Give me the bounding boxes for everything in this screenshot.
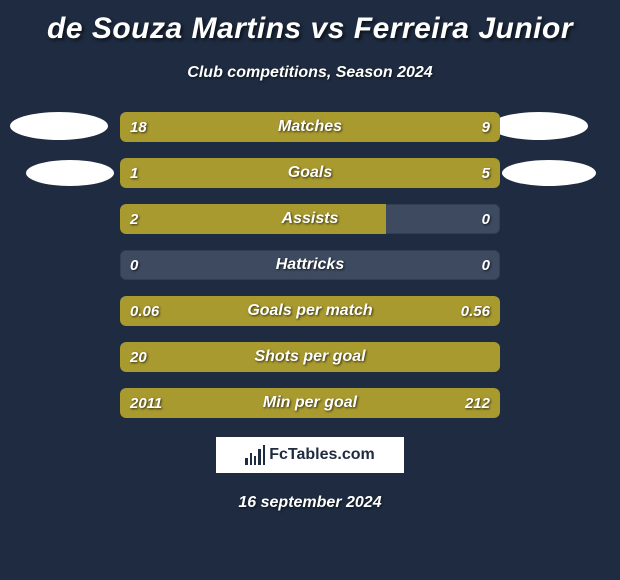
stat-value-right: 0 <box>482 250 490 280</box>
team-ellipse-3 <box>502 160 596 186</box>
stat-bar-right <box>373 112 500 142</box>
generation-date: 16 september 2024 <box>0 494 620 512</box>
stat-bar-left <box>120 388 464 418</box>
team-ellipse-0 <box>10 112 108 140</box>
stat-bar-track: 20Assists <box>120 204 500 234</box>
stat-bar-left <box>120 112 373 142</box>
stat-row: 2011212Min per goal <box>0 388 620 418</box>
stat-value-right: 0 <box>482 204 490 234</box>
bar-chart-icon <box>245 445 265 465</box>
stat-bar-track: 20Shots per goal <box>120 342 500 372</box>
stat-bar-track: 2011212Min per goal <box>120 388 500 418</box>
stat-row: 20Shots per goal <box>0 342 620 372</box>
fctables-logo: FcTables.com <box>215 436 405 474</box>
stat-bar-track: 0.060.56Goals per match <box>120 296 500 326</box>
comparison-subtitle: Club competitions, Season 2024 <box>0 64 620 82</box>
stat-label: Hattricks <box>120 250 500 280</box>
logo-text: FcTables.com <box>269 446 375 464</box>
stat-bar-left <box>120 342 500 372</box>
stat-row: 20Assists <box>0 204 620 234</box>
stat-bar-right <box>464 388 500 418</box>
stat-bar-right <box>157 296 500 326</box>
stat-bar-left <box>120 158 183 188</box>
stat-bar-track: 189Matches <box>120 112 500 142</box>
stat-row: 0 0Hattricks <box>0 250 620 280</box>
stat-bar-right <box>183 158 500 188</box>
stat-bar-left <box>120 296 157 326</box>
comparison-chart: 189Matches15Goals20Assists00Hattricks0.0… <box>0 112 620 418</box>
team-ellipse-2 <box>490 112 588 140</box>
stat-row: 0.060.56Goals per match <box>0 296 620 326</box>
stat-value-left: 0 <box>130 250 138 280</box>
stat-bar-track: 15Goals <box>120 158 500 188</box>
stat-bar-track: 0 0Hattricks <box>120 250 500 280</box>
team-ellipse-1 <box>26 160 114 186</box>
comparison-title: de Souza Martins vs Ferreira Junior <box>0 0 620 46</box>
stat-bar-left <box>120 204 386 234</box>
